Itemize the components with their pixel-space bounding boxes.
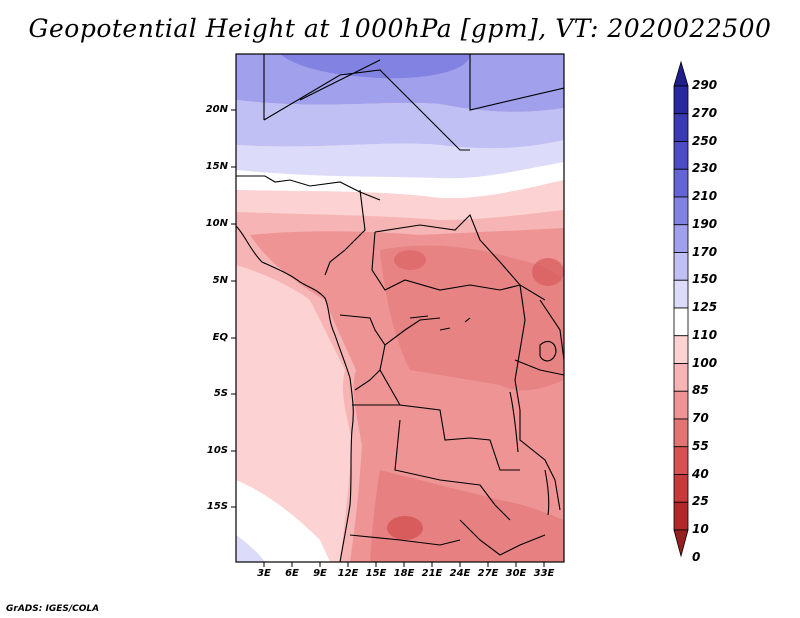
lon-label: 3E xyxy=(257,568,271,579)
field-band-125 xyxy=(236,140,564,179)
border-north xyxy=(263,54,564,151)
colorbar-swatch xyxy=(673,474,689,503)
lat-label: 10S xyxy=(206,445,228,456)
map-field xyxy=(236,54,564,562)
lat-label: 5S xyxy=(213,388,228,399)
lon-label: 6E xyxy=(285,568,299,579)
lon-label: 33E xyxy=(533,568,555,579)
field-land-55b xyxy=(370,470,564,562)
colorbar-label: 40 xyxy=(692,466,709,481)
lon-label: 27E xyxy=(477,568,499,579)
colorbar-swatch xyxy=(673,196,689,226)
colorbar-swatch xyxy=(673,335,689,364)
lat-label: 20N xyxy=(205,104,228,115)
colorbar-label: 100 xyxy=(692,355,718,370)
lon-label: 30E xyxy=(505,568,527,579)
colorbar-swatch xyxy=(673,168,689,198)
river-hint xyxy=(409,315,471,331)
lon-label: 21E xyxy=(421,568,443,579)
field-band-150 xyxy=(236,100,564,149)
field-band-100 xyxy=(236,180,564,220)
colorbar-label: 10 xyxy=(692,522,709,536)
border-east xyxy=(514,284,564,511)
colorbar-label: 55 xyxy=(692,438,709,453)
coastline-borders xyxy=(236,54,564,562)
colorbar-swatch xyxy=(673,60,689,87)
colorbar-label: 270 xyxy=(692,105,718,120)
colorbar-swatch xyxy=(673,446,689,475)
colorbar-label: 125 xyxy=(692,300,718,314)
colorbar-label: 190 xyxy=(692,216,718,231)
colorbar-swatch xyxy=(673,113,689,142)
colorbar-label: 85 xyxy=(692,383,709,398)
colorbar-label: 170 xyxy=(692,244,718,259)
colorbar-label: 210 xyxy=(692,189,718,203)
colorbar-label: 0 xyxy=(692,549,701,564)
colorbar xyxy=(673,60,689,558)
border-congo xyxy=(339,314,520,471)
colorbar-swatch xyxy=(673,418,689,448)
lat-label: 15S xyxy=(206,501,228,512)
lon-label: 24E xyxy=(449,568,471,579)
colorbar-swatch xyxy=(673,252,689,281)
field-band-110 xyxy=(236,162,564,199)
lon-label: 18E xyxy=(393,568,415,579)
colorbar-label: 70 xyxy=(692,411,709,425)
field-ocean-110 xyxy=(236,480,330,562)
lon-label: 12E xyxy=(337,568,359,579)
axis-ticks xyxy=(231,109,545,567)
lake-tanganyika xyxy=(509,391,519,453)
chart-title: Geopotential Height at 1000hPa [gpm], VT… xyxy=(28,14,772,43)
colorbar-swatch xyxy=(673,307,689,337)
colorbar-swatch xyxy=(673,529,689,558)
map-frame xyxy=(235,53,565,563)
colorbar-label: 150 xyxy=(692,272,718,287)
field-land-55 xyxy=(380,245,564,391)
lat-label: 10N xyxy=(205,218,228,229)
field-land-40 xyxy=(387,516,423,540)
lon-label: 9E xyxy=(313,568,327,579)
colorbar-swatch xyxy=(673,390,689,420)
lake-victoria xyxy=(539,340,557,362)
field-band-190 xyxy=(280,54,470,79)
coastline xyxy=(236,225,354,562)
colorbar-swatch xyxy=(673,141,689,170)
border-south xyxy=(349,404,546,556)
lake-malawi xyxy=(544,469,550,516)
colorbar-label: 290 xyxy=(692,78,718,92)
colorbar-swatch xyxy=(673,224,689,253)
colorbar-swatch xyxy=(673,363,689,392)
colorbar-label: 230 xyxy=(692,161,718,176)
lat-label: EQ xyxy=(212,332,228,343)
colorbar-swatch xyxy=(673,501,689,531)
credit-text: GrADS: IGES/COLA xyxy=(6,604,100,614)
lat-label: 5N xyxy=(212,275,228,286)
colorbar-label: 25 xyxy=(692,494,709,509)
border-sahel xyxy=(236,175,381,276)
border-central xyxy=(371,214,546,301)
field-ocean-125 xyxy=(236,535,265,562)
colorbar-swatch xyxy=(673,279,689,309)
lon-label: 15E xyxy=(365,568,387,579)
colorbar-label: 110 xyxy=(692,327,718,342)
lat-label: 15N xyxy=(205,161,228,172)
colorbar-swatch xyxy=(673,85,689,115)
colorbar-label: 250 xyxy=(692,133,718,148)
